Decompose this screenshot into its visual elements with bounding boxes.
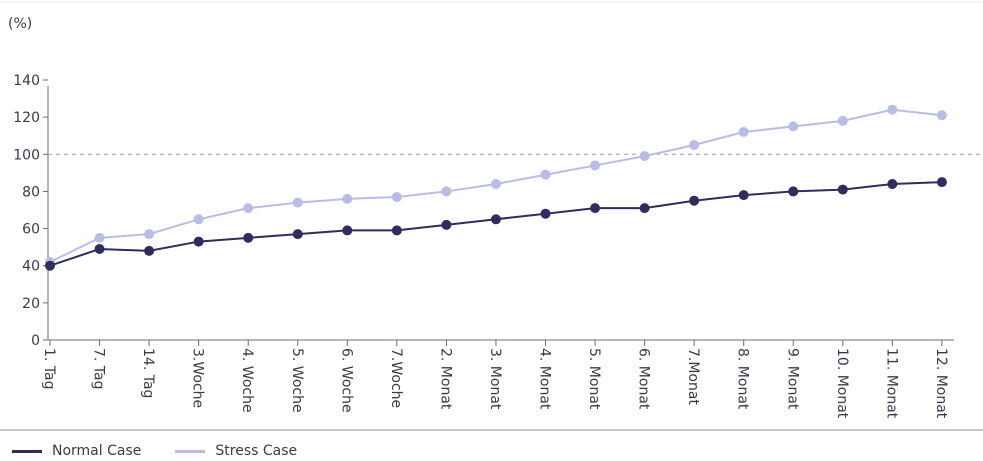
data-point-stress-case	[887, 104, 898, 115]
legend-label-stress-case: Stress Case	[215, 443, 298, 459]
legend-swatch-normal-case	[12, 449, 42, 453]
data-point-normal-case	[45, 260, 55, 271]
data-point-stress-case	[689, 140, 700, 150]
legend-item-stress-case: Stress Case	[175, 443, 297, 459]
data-point-stress-case	[342, 193, 353, 204]
chart-legend: Normal Case Stress Case	[12, 443, 331, 459]
y-tick-label: 80	[22, 184, 40, 200]
legend-swatch-stress-case	[175, 449, 206, 453]
data-point-stress-case	[441, 186, 452, 197]
x-tick-label: 9. Monat	[784, 348, 800, 410]
x-tick-label: 3. Monat	[487, 348, 503, 410]
data-point-stress-case	[391, 192, 402, 202]
y-tick-label: 0	[31, 333, 40, 349]
data-point-stress-case	[193, 214, 204, 225]
data-point-normal-case	[788, 186, 799, 197]
series-layer	[45, 104, 947, 271]
y-unit-label: (%)	[8, 16, 32, 32]
x-tick-label: 1. Tag	[41, 348, 57, 390]
data-point-normal-case	[540, 208, 551, 219]
data-point-stress-case	[94, 232, 105, 243]
y-axis: 0 20 40 60 80 100 120 140	[13, 73, 49, 349]
data-point-normal-case	[94, 244, 105, 254]
y-tick-label: 20	[22, 296, 40, 312]
data-point-normal-case	[639, 203, 650, 214]
data-point-normal-case	[689, 195, 700, 206]
data-point-stress-case	[837, 115, 848, 126]
y-tick-label: 120	[13, 110, 40, 126]
data-point-stress-case	[639, 151, 650, 162]
x-tick-label: 8. Monat	[735, 348, 751, 410]
data-point-normal-case	[243, 232, 254, 243]
x-tick-label: 5. Woche	[289, 348, 305, 413]
x-axis: 1. Tag 7. Tag 14. Tag 3.Woche 4. Woche 5. Woc…	[41, 339, 954, 419]
data-point-stress-case	[243, 203, 254, 214]
data-point-stress-case	[738, 127, 749, 137]
y-tick-label: 40	[22, 259, 40, 275]
data-point-normal-case	[144, 245, 155, 256]
data-point-normal-case	[738, 190, 749, 201]
data-point-normal-case	[490, 214, 501, 225]
x-tick-label: 4. Woche	[239, 348, 255, 413]
data-point-normal-case	[342, 225, 353, 236]
data-point-stress-case	[540, 169, 551, 180]
data-point-stress-case	[292, 197, 303, 208]
legend-label-normal-case: Normal Case	[52, 443, 142, 459]
x-tick-label: 3.Woche	[190, 348, 206, 408]
legend-item-normal-case: Normal Case	[12, 443, 141, 459]
data-point-normal-case	[837, 184, 848, 195]
data-point-normal-case	[193, 236, 204, 247]
data-point-stress-case	[936, 110, 947, 121]
data-point-normal-case	[936, 177, 947, 188]
data-point-normal-case	[391, 225, 402, 236]
data-point-normal-case	[441, 219, 452, 230]
x-tick-label: 10. Monat	[834, 348, 850, 419]
x-tick-label: 6. Woche	[338, 348, 354, 413]
data-point-normal-case	[887, 179, 898, 189]
x-tick-label: 7.Woche	[388, 348, 404, 408]
data-point-normal-case	[292, 229, 303, 240]
x-tick-label: 6. Monat	[636, 348, 652, 410]
data-point-stress-case	[590, 160, 601, 171]
x-tick-label: 7.Monat	[685, 348, 701, 405]
x-tick-label: 11. Monat	[883, 348, 899, 419]
x-tick-label: 7. Tag	[91, 348, 107, 390]
y-tick-label: 100	[13, 147, 40, 163]
y-tick-label: 140	[13, 73, 40, 89]
data-point-stress-case	[144, 229, 155, 240]
data-point-stress-case	[788, 121, 799, 132]
data-point-normal-case	[590, 203, 601, 214]
x-tick-label: 2. Monat	[437, 348, 453, 410]
x-tick-label: 5. Monat	[586, 348, 602, 410]
x-tick-label: 14. Tag	[140, 348, 156, 398]
x-tick-label: 4. Monat	[537, 348, 553, 410]
y-tick-label: 60	[22, 222, 40, 238]
data-point-stress-case	[490, 179, 501, 189]
x-tick-label: 12. Monat	[933, 348, 949, 419]
